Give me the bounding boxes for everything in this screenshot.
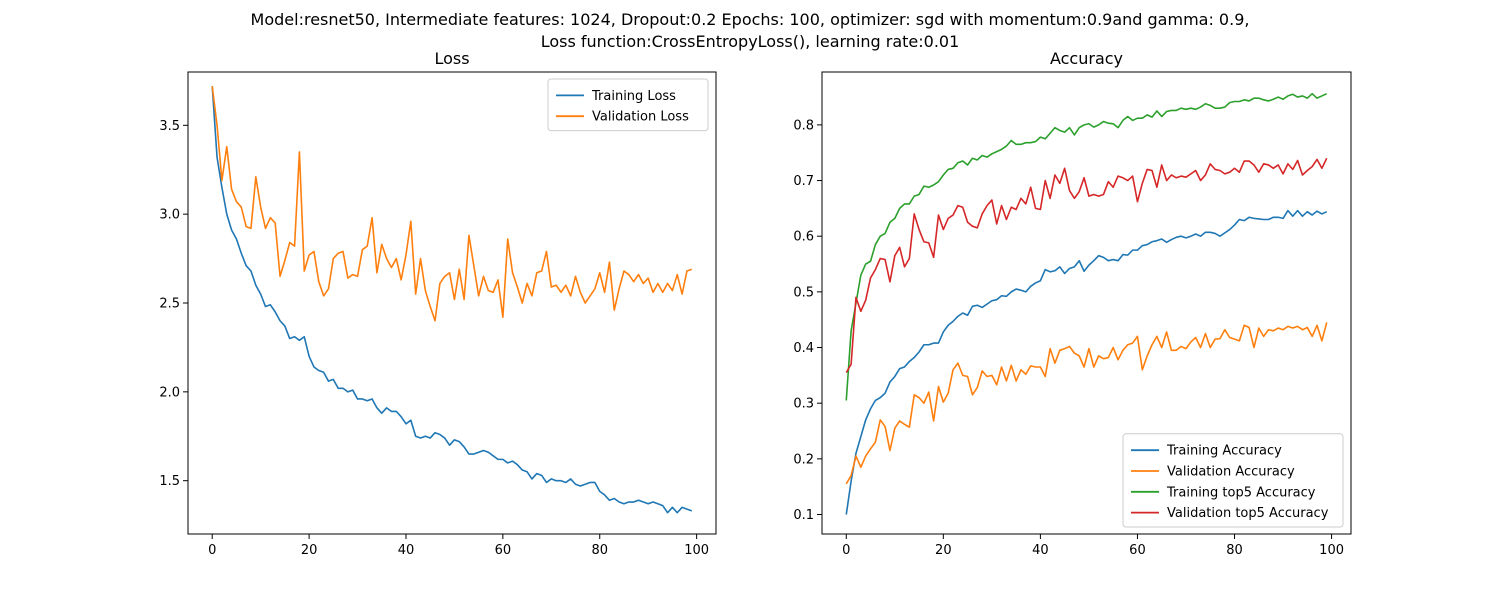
loss-xtick-label: 60 [495,543,512,558]
figure-suptitle-line2: Loss function:CrossEntropyLoss(), learni… [540,32,960,51]
loss-xtick-label: 0 [208,543,216,558]
loss-ytick-label: 1.5 [159,474,180,489]
loss-xtick-label: 40 [398,543,415,558]
loss-ytick-label: 2.5 [159,297,180,312]
loss-xtick-label: 80 [591,543,608,558]
loss-legend [547,78,709,132]
loss-series-line-1 [211,86,693,322]
loss-ytick-label: 3.5 [159,119,180,134]
loss-xtick-label: 20 [301,543,318,558]
loss-legend-label: Validation Loss [592,110,689,125]
loss-xtick-label: 100 [684,543,709,558]
loss-legend-label: Training Loss [591,89,676,104]
loss-title: Loss [434,49,469,68]
loss-series-line-0 [211,86,693,514]
loss-ytick-label: 2.0 [159,385,180,400]
loss-ytick-label: 3.0 [159,208,180,223]
figure-suptitle-line1: Model:resnet50, Intermediate features: 1… [250,10,1250,29]
loss-axes-frame [187,71,717,535]
